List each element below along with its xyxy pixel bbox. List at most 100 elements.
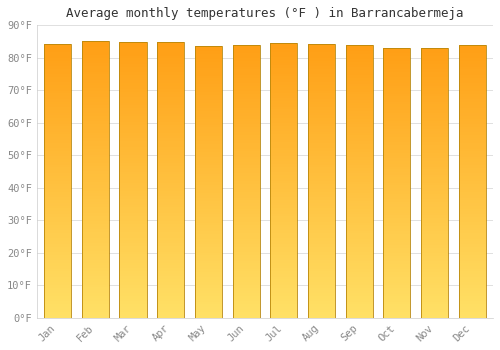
Bar [120, 161, 146, 163]
Bar [421, 218, 448, 220]
Bar [82, 41, 109, 318]
Bar [458, 72, 486, 75]
Bar [421, 242, 448, 245]
Bar [120, 111, 146, 114]
Bar [421, 53, 448, 56]
Bar [270, 173, 297, 175]
Bar [458, 178, 486, 181]
Bar [232, 119, 260, 121]
Bar [44, 74, 71, 77]
Bar [195, 57, 222, 60]
Bar [308, 88, 335, 91]
Bar [270, 191, 297, 194]
Bar [157, 296, 184, 299]
Bar [308, 241, 335, 244]
Bar [384, 275, 410, 277]
Bar [421, 180, 448, 183]
Bar [270, 43, 297, 46]
Bar [44, 99, 71, 101]
Bar [308, 80, 335, 83]
Bar [458, 274, 486, 277]
Bar [120, 94, 146, 97]
Bar [308, 107, 335, 110]
Bar [44, 293, 71, 296]
Bar [270, 57, 297, 60]
Bar [384, 61, 410, 64]
Bar [195, 76, 222, 78]
Bar [308, 252, 335, 255]
Bar [120, 58, 146, 61]
Bar [270, 268, 297, 271]
Bar [384, 169, 410, 172]
Bar [195, 239, 222, 242]
Bar [346, 252, 373, 255]
Bar [458, 107, 486, 110]
Bar [308, 301, 335, 304]
Bar [82, 285, 109, 287]
Bar [82, 274, 109, 276]
Bar [232, 157, 260, 160]
Bar [384, 121, 410, 123]
Bar [270, 43, 297, 318]
Bar [421, 296, 448, 299]
Bar [195, 127, 222, 130]
Bar [458, 201, 486, 203]
Bar [308, 175, 335, 178]
Bar [82, 271, 109, 274]
Bar [157, 282, 184, 285]
Bar [384, 269, 410, 272]
Bar [44, 71, 71, 74]
Bar [82, 276, 109, 279]
Bar [421, 220, 448, 223]
Bar [308, 104, 335, 107]
Bar [308, 61, 335, 63]
Bar [421, 199, 448, 202]
Bar [421, 107, 448, 110]
Bar [421, 115, 448, 118]
Bar [195, 103, 222, 106]
Bar [157, 304, 184, 307]
Bar [270, 170, 297, 173]
Bar [44, 88, 71, 91]
Bar [346, 244, 373, 247]
Bar [232, 209, 260, 211]
Bar [44, 110, 71, 113]
Bar [44, 233, 71, 236]
Bar [421, 307, 448, 310]
Bar [44, 181, 71, 184]
Bar [421, 277, 448, 280]
Bar [384, 99, 410, 102]
Bar [120, 285, 146, 287]
Bar [270, 290, 297, 293]
Bar [195, 135, 222, 138]
Bar [384, 132, 410, 134]
Bar [82, 135, 109, 138]
Bar [458, 61, 486, 64]
Bar [384, 72, 410, 75]
Bar [44, 274, 71, 277]
Bar [44, 126, 71, 129]
Bar [195, 261, 222, 264]
Bar [157, 257, 184, 260]
Bar [384, 237, 410, 239]
Bar [458, 66, 486, 69]
Bar [157, 315, 184, 318]
Bar [120, 276, 146, 279]
Bar [120, 108, 146, 111]
Bar [346, 105, 373, 108]
Bar [308, 44, 335, 318]
Bar [232, 116, 260, 119]
Bar [82, 202, 109, 204]
Bar [157, 180, 184, 183]
Bar [120, 53, 146, 56]
Bar [458, 58, 486, 61]
Bar [44, 197, 71, 200]
Bar [346, 94, 373, 97]
Bar [421, 294, 448, 296]
Bar [458, 236, 486, 239]
Bar [232, 107, 260, 110]
Bar [384, 186, 410, 188]
Bar [421, 69, 448, 72]
Bar [195, 244, 222, 247]
Bar [44, 115, 71, 118]
